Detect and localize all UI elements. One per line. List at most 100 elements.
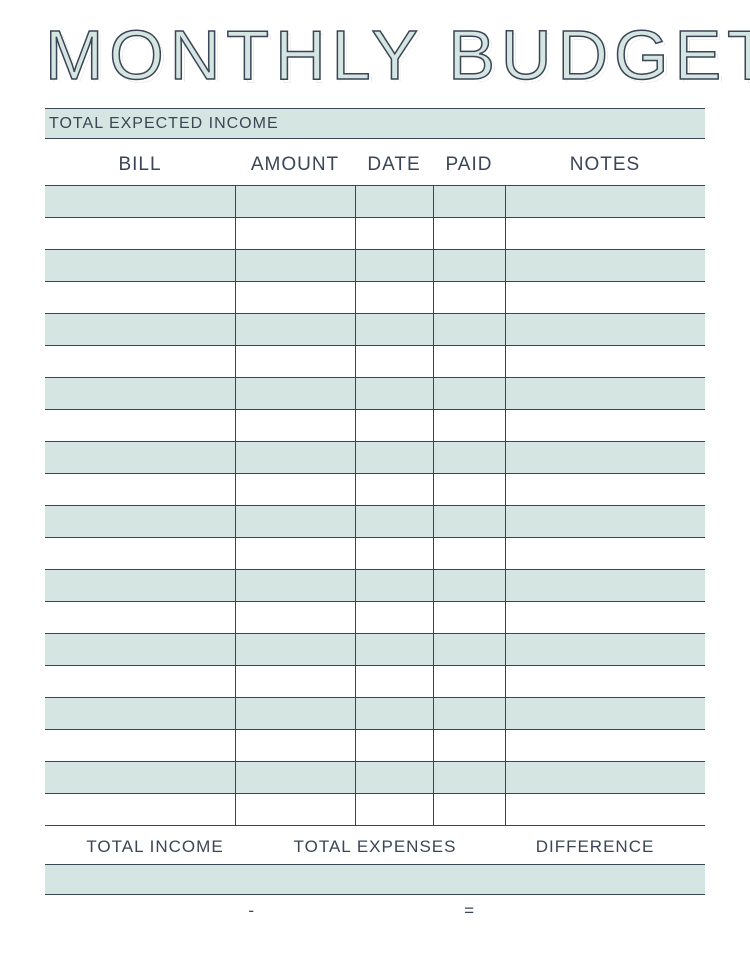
- cell-paid[interactable]: [433, 730, 505, 762]
- cell-date[interactable]: [355, 218, 433, 250]
- cell-notes[interactable]: [505, 410, 705, 442]
- cell-bill[interactable]: [45, 506, 235, 538]
- cell-date[interactable]: [355, 378, 433, 410]
- cell-date[interactable]: [355, 474, 433, 506]
- cell-date[interactable]: [355, 762, 433, 794]
- cell-bill[interactable]: [45, 698, 235, 730]
- cell-date[interactable]: [355, 666, 433, 698]
- cell-bill[interactable]: [45, 634, 235, 666]
- cell-notes[interactable]: [505, 570, 705, 602]
- cell-amount[interactable]: [235, 218, 355, 250]
- cell-paid[interactable]: [433, 282, 505, 314]
- cell-bill[interactable]: [45, 666, 235, 698]
- cell-notes[interactable]: [505, 538, 705, 570]
- cell-amount[interactable]: [235, 378, 355, 410]
- cell-paid[interactable]: [433, 538, 505, 570]
- cell-amount[interactable]: [235, 282, 355, 314]
- cell-amount[interactable]: [235, 730, 355, 762]
- cell-paid[interactable]: [433, 218, 505, 250]
- cell-date[interactable]: [355, 442, 433, 474]
- cell-bill[interactable]: [45, 218, 235, 250]
- cell-date[interactable]: [355, 506, 433, 538]
- cell-amount[interactable]: [235, 698, 355, 730]
- cell-amount[interactable]: [235, 794, 355, 826]
- cell-notes[interactable]: [505, 314, 705, 346]
- cell-paid[interactable]: [433, 762, 505, 794]
- cell-bill[interactable]: [45, 762, 235, 794]
- cell-notes[interactable]: [505, 762, 705, 794]
- cell-notes[interactable]: [505, 218, 705, 250]
- cell-amount[interactable]: [235, 762, 355, 794]
- cell-paid[interactable]: [433, 186, 505, 218]
- cell-paid[interactable]: [433, 570, 505, 602]
- cell-paid[interactable]: [433, 698, 505, 730]
- cell-bill[interactable]: [45, 282, 235, 314]
- cell-notes[interactable]: [505, 186, 705, 218]
- cell-paid[interactable]: [433, 410, 505, 442]
- cell-amount[interactable]: [235, 474, 355, 506]
- cell-date[interactable]: [355, 634, 433, 666]
- cell-date[interactable]: [355, 698, 433, 730]
- cell-amount[interactable]: [235, 602, 355, 634]
- cell-notes[interactable]: [505, 442, 705, 474]
- cell-date[interactable]: [355, 250, 433, 282]
- cell-paid[interactable]: [433, 250, 505, 282]
- difference-value[interactable]: [485, 864, 705, 894]
- cell-amount[interactable]: [235, 634, 355, 666]
- cell-amount[interactable]: [235, 666, 355, 698]
- cell-date[interactable]: [355, 602, 433, 634]
- cell-paid[interactable]: [433, 474, 505, 506]
- total-income-value[interactable]: [45, 864, 265, 894]
- cell-paid[interactable]: [433, 794, 505, 826]
- cell-paid[interactable]: [433, 378, 505, 410]
- cell-notes[interactable]: [505, 730, 705, 762]
- cell-bill[interactable]: [45, 474, 235, 506]
- cell-paid[interactable]: [433, 506, 505, 538]
- cell-notes[interactable]: [505, 634, 705, 666]
- cell-paid[interactable]: [433, 442, 505, 474]
- cell-bill[interactable]: [45, 186, 235, 218]
- cell-bill[interactable]: [45, 250, 235, 282]
- cell-notes[interactable]: [505, 602, 705, 634]
- cell-bill[interactable]: [45, 314, 235, 346]
- cell-bill[interactable]: [45, 538, 235, 570]
- cell-bill[interactable]: [45, 794, 235, 826]
- cell-amount[interactable]: [235, 314, 355, 346]
- cell-notes[interactable]: [505, 666, 705, 698]
- cell-date[interactable]: [355, 794, 433, 826]
- cell-bill[interactable]: [45, 378, 235, 410]
- cell-date[interactable]: [355, 570, 433, 602]
- cell-paid[interactable]: [433, 634, 505, 666]
- total-expenses-value[interactable]: [265, 864, 485, 894]
- cell-notes[interactable]: [505, 282, 705, 314]
- cell-bill[interactable]: [45, 602, 235, 634]
- cell-date[interactable]: [355, 410, 433, 442]
- cell-bill[interactable]: [45, 730, 235, 762]
- cell-bill[interactable]: [45, 442, 235, 474]
- cell-notes[interactable]: [505, 250, 705, 282]
- cell-amount[interactable]: [235, 506, 355, 538]
- cell-notes[interactable]: [505, 346, 705, 378]
- cell-date[interactable]: [355, 282, 433, 314]
- cell-amount[interactable]: [235, 442, 355, 474]
- cell-date[interactable]: [355, 186, 433, 218]
- cell-amount[interactable]: [235, 538, 355, 570]
- cell-amount[interactable]: [235, 410, 355, 442]
- cell-amount[interactable]: [235, 250, 355, 282]
- cell-notes[interactable]: [505, 474, 705, 506]
- cell-notes[interactable]: [505, 794, 705, 826]
- cell-amount[interactable]: [235, 570, 355, 602]
- cell-bill[interactable]: [45, 570, 235, 602]
- cell-paid[interactable]: [433, 666, 505, 698]
- cell-bill[interactable]: [45, 346, 235, 378]
- cell-date[interactable]: [355, 538, 433, 570]
- cell-amount[interactable]: [235, 186, 355, 218]
- cell-notes[interactable]: [505, 378, 705, 410]
- cell-date[interactable]: [355, 346, 433, 378]
- cell-notes[interactable]: [505, 698, 705, 730]
- cell-date[interactable]: [355, 314, 433, 346]
- cell-bill[interactable]: [45, 410, 235, 442]
- cell-paid[interactable]: [433, 314, 505, 346]
- cell-notes[interactable]: [505, 506, 705, 538]
- cell-amount[interactable]: [235, 346, 355, 378]
